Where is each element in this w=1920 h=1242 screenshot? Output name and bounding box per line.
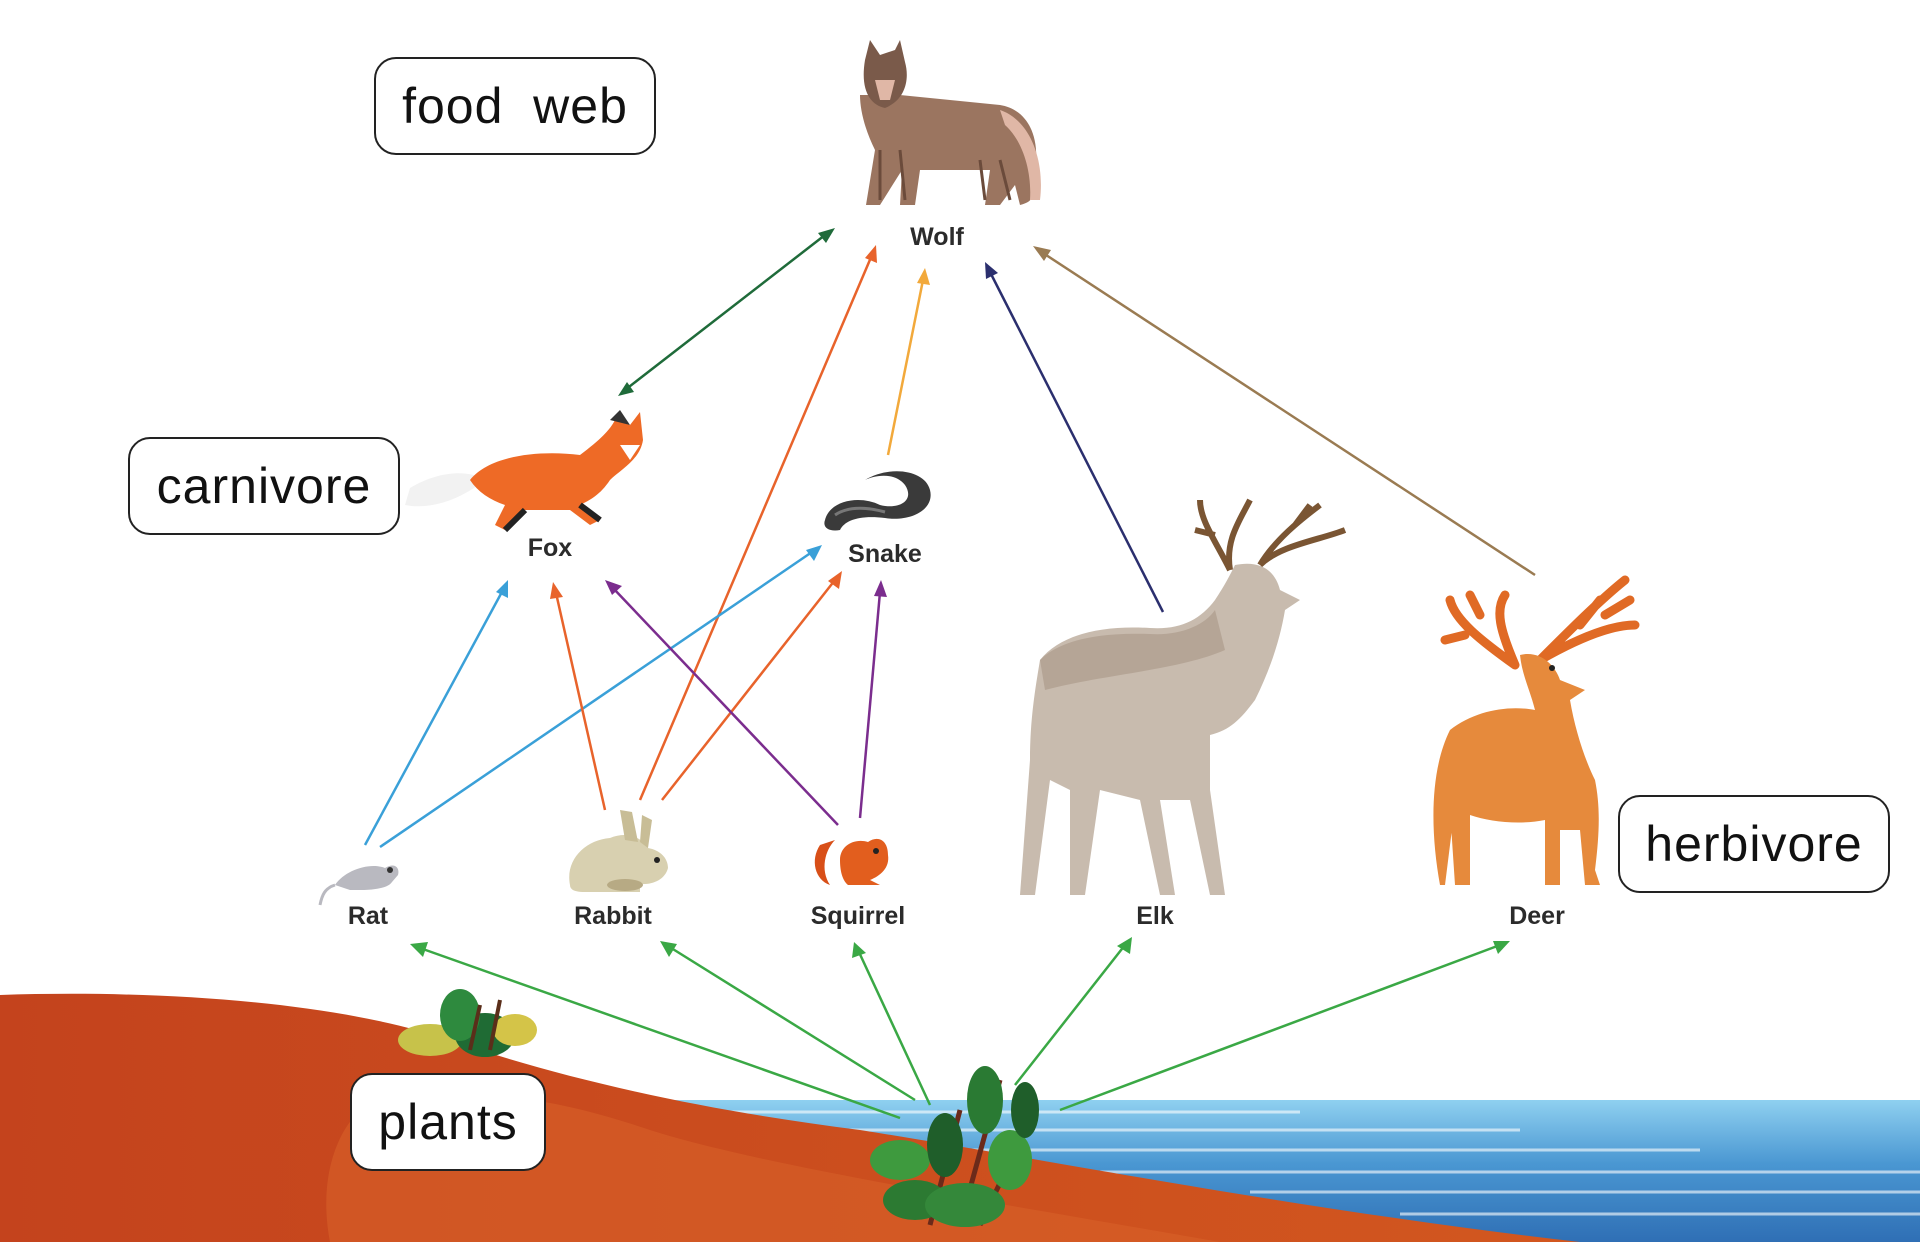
- rat-label: Rat: [348, 902, 389, 930]
- rabbit-wolf-arrow: [638, 245, 877, 801]
- fox-label: Fox: [528, 534, 573, 562]
- herbivore-label: herbivore: [1645, 816, 1863, 872]
- carnivore-label-box: carnivore: [128, 437, 400, 535]
- deer-wolf-arrow: [1033, 246, 1536, 577]
- snake-wolf-arrow: [886, 268, 930, 456]
- rat-snake-arrow: [379, 545, 822, 849]
- herbivore-label-box: herbivore: [1618, 795, 1890, 893]
- plants-label-box: plants: [350, 1073, 546, 1171]
- rabbit-label: Rabbit: [574, 902, 652, 930]
- squirrel-label: Squirrel: [811, 902, 905, 930]
- plant-bush-icon: [870, 1066, 1039, 1227]
- snake-label: Snake: [848, 540, 922, 568]
- rat-icon: [318, 865, 399, 906]
- deer-icon: [1433, 575, 1640, 885]
- rabbit-fox-arrow: [550, 582, 607, 811]
- elk-wolf-arrow: [985, 262, 1165, 613]
- wolf-label: Wolf: [910, 223, 964, 251]
- deer-label: Deer: [1509, 902, 1565, 930]
- bush-on-hill-icon: [398, 989, 537, 1057]
- food-web-title-box: food web: [374, 57, 656, 155]
- plant-arrows: [410, 937, 1510, 1120]
- wolf-icon: [860, 40, 1041, 205]
- fox-wolf-arrow: [618, 228, 835, 396]
- squirrel-snake-arrow: [858, 580, 887, 819]
- elk-label: Elk: [1136, 902, 1174, 930]
- rat-fox-arrow: [363, 580, 508, 846]
- squirrel-fox-arrow: [605, 580, 839, 826]
- squirrel-icon: [814, 838, 889, 885]
- rabbit-snake-arrow: [661, 571, 842, 801]
- plants-label: plants: [378, 1094, 518, 1150]
- snake-icon: [824, 471, 931, 531]
- rabbit-icon: [569, 810, 668, 892]
- fox-icon: [405, 410, 643, 533]
- carnivore-label: carnivore: [156, 458, 372, 514]
- elk-icon: [1020, 498, 1347, 895]
- food-web-title: food web: [402, 78, 628, 134]
